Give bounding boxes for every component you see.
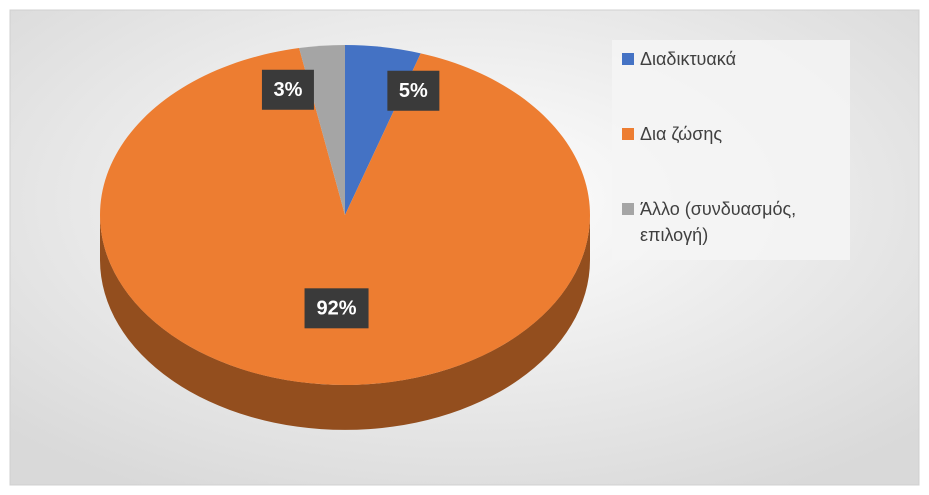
data-label-text: 5% (399, 80, 428, 102)
data-label: 92% (304, 288, 369, 329)
data-label-box (261, 69, 314, 110)
legend-item: Άλλο (συνδυασμός, επιλογή) (620, 196, 865, 248)
legend-item: Διαδικτυακά (620, 46, 865, 72)
legend-swatch (622, 128, 634, 140)
pie-slice (99, 48, 591, 385)
legend: Διαδικτυακά Δια ζώσης Άλλο (συνδυασμός, επ… (612, 40, 850, 260)
data-label-text: 3% (273, 79, 302, 101)
legend-item: Δια ζώσης (620, 121, 865, 147)
data-label-text: 92% (317, 298, 357, 320)
data-label-box (387, 70, 440, 111)
pie-side (100, 215, 590, 430)
legend-swatch (622, 53, 634, 65)
data-label: 3% (261, 69, 314, 110)
data-label-box (304, 288, 369, 329)
legend-label: Διαδικτυακά (640, 49, 736, 69)
data-label: 5% (387, 70, 440, 111)
legend-swatch (622, 203, 634, 215)
legend-label: Δια ζώσης (640, 124, 723, 144)
legend-label: Άλλο (συνδυασμός, επιλογή) (640, 199, 797, 245)
